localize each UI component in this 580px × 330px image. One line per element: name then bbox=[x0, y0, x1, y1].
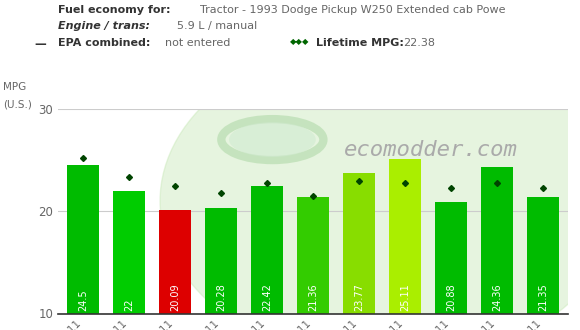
Text: 24.36: 24.36 bbox=[492, 284, 502, 312]
Text: 5.9 L / manual: 5.9 L / manual bbox=[177, 21, 257, 31]
Text: 23.77: 23.77 bbox=[354, 283, 364, 312]
Text: Fuel economy for:: Fuel economy for: bbox=[58, 5, 171, 15]
Text: 24.5: 24.5 bbox=[78, 290, 88, 312]
Text: —: — bbox=[35, 38, 46, 51]
Bar bbox=[343, 173, 375, 314]
Bar bbox=[67, 165, 99, 314]
Text: (U.S.): (U.S.) bbox=[3, 99, 32, 109]
Bar bbox=[527, 197, 559, 314]
Circle shape bbox=[229, 122, 316, 157]
Bar bbox=[251, 186, 283, 314]
Bar bbox=[205, 208, 237, 314]
Bar bbox=[113, 191, 146, 314]
Text: 25.11: 25.11 bbox=[400, 284, 410, 312]
Text: EPA combined:: EPA combined: bbox=[58, 38, 150, 48]
Text: 22.38: 22.38 bbox=[403, 38, 435, 48]
Text: 22.42: 22.42 bbox=[262, 283, 272, 312]
Text: 20.09: 20.09 bbox=[171, 284, 180, 312]
Text: Engine / trans:: Engine / trans: bbox=[58, 21, 150, 31]
Text: ecomodder.com: ecomodder.com bbox=[344, 140, 517, 160]
Bar bbox=[481, 167, 513, 314]
Ellipse shape bbox=[160, 37, 580, 330]
Text: 20.28: 20.28 bbox=[216, 284, 226, 312]
Text: 20.88: 20.88 bbox=[446, 284, 456, 312]
Text: not entered: not entered bbox=[165, 38, 231, 48]
Text: 21.35: 21.35 bbox=[538, 284, 548, 312]
Text: 21.36: 21.36 bbox=[308, 284, 318, 312]
Text: 22: 22 bbox=[124, 299, 135, 312]
Text: MPG: MPG bbox=[3, 82, 26, 92]
Bar bbox=[435, 202, 467, 314]
Bar bbox=[389, 159, 421, 314]
Text: Tractor - 1993 Dodge Pickup W250 Extended cab Powe: Tractor - 1993 Dodge Pickup W250 Extende… bbox=[200, 5, 506, 15]
Text: ◆◆◆: ◆◆◆ bbox=[290, 37, 310, 46]
Bar bbox=[159, 210, 191, 314]
Text: Lifetime MPG:: Lifetime MPG: bbox=[316, 38, 404, 48]
Bar bbox=[297, 197, 329, 314]
